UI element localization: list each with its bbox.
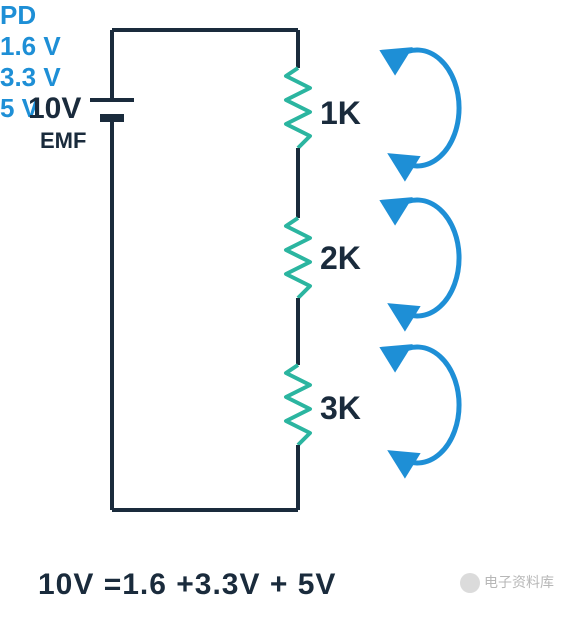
- resistor-1: [286, 68, 310, 148]
- resistor-2: [286, 218, 310, 298]
- pd-arc-2: [400, 200, 459, 316]
- watermark-icon: [460, 573, 480, 593]
- resistor-3-label: 3K: [320, 390, 361, 427]
- resistor-2-label: 2K: [320, 240, 361, 277]
- resistor-3: [286, 365, 310, 445]
- source-voltage-label: 10V: [28, 92, 81, 126]
- watermark: 电子资料库: [460, 572, 554, 593]
- kvl-equation: 10V =1.6 +3.3V + 5V: [38, 568, 336, 602]
- source-emf-label: EMF: [40, 128, 86, 154]
- resistor-1-label: 1K: [320, 95, 361, 132]
- pd-arc-3: [400, 347, 459, 463]
- pd-arc-1: [400, 50, 459, 166]
- circuit-diagram: [0, 0, 566, 628]
